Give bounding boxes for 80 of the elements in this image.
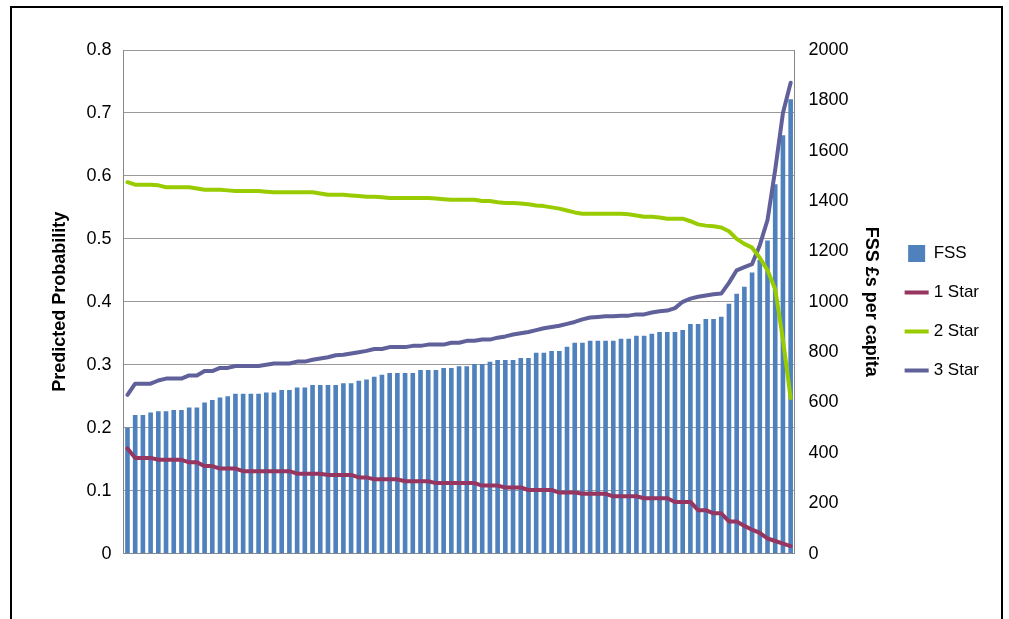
bar bbox=[263, 392, 269, 554]
bar bbox=[664, 332, 670, 554]
bar bbox=[711, 318, 716, 554]
y-tick-label: 0.3 bbox=[86, 353, 112, 374]
y-tick-label: 0.1 bbox=[86, 479, 112, 500]
bar bbox=[518, 357, 524, 554]
bar bbox=[734, 293, 739, 554]
y2-tick-label: 1000 bbox=[808, 290, 849, 311]
y2-tick-label: 1200 bbox=[808, 240, 849, 261]
legend-label: 2 Star bbox=[933, 321, 980, 341]
bar bbox=[310, 384, 315, 554]
bar bbox=[148, 412, 153, 554]
y2-axis-title: FSS £s per capita bbox=[862, 226, 883, 378]
bar bbox=[718, 316, 724, 554]
bar bbox=[425, 370, 431, 554]
bar bbox=[572, 342, 578, 554]
bar bbox=[688, 323, 693, 554]
y-tick-label: 0.6 bbox=[86, 164, 112, 185]
bar bbox=[549, 350, 554, 554]
bar bbox=[132, 415, 138, 554]
y-tick-label: 0.7 bbox=[86, 101, 112, 122]
bar bbox=[603, 340, 608, 554]
y2-tick-label: 600 bbox=[808, 391, 839, 412]
bar bbox=[449, 368, 454, 554]
bar bbox=[341, 383, 346, 554]
bar bbox=[209, 400, 215, 554]
bar bbox=[225, 396, 231, 554]
y-tick-label: 0.2 bbox=[86, 416, 112, 437]
y2-tick-label: 1600 bbox=[808, 139, 849, 160]
bar bbox=[680, 330, 685, 554]
bar bbox=[256, 393, 261, 554]
bar bbox=[634, 335, 639, 554]
bar bbox=[395, 373, 400, 554]
y2-tick-label: 1800 bbox=[808, 89, 849, 110]
bar bbox=[464, 366, 470, 554]
bar bbox=[765, 240, 770, 554]
bar bbox=[580, 342, 585, 554]
bar bbox=[657, 332, 662, 554]
bar bbox=[171, 410, 177, 554]
bar bbox=[371, 376, 377, 554]
bar bbox=[410, 373, 416, 554]
legend-label: 1 Star bbox=[933, 282, 980, 302]
bar bbox=[557, 350, 562, 554]
bar bbox=[479, 364, 485, 554]
bar bbox=[418, 370, 423, 554]
y2-tick-label: 400 bbox=[808, 441, 839, 462]
bar bbox=[526, 357, 531, 554]
bar bbox=[472, 364, 477, 554]
bar bbox=[626, 338, 632, 554]
bar bbox=[788, 99, 793, 554]
bar bbox=[387, 373, 392, 554]
bar bbox=[503, 359, 508, 554]
y-tick-label: 0.4 bbox=[86, 290, 112, 311]
y-tick-label: 0 bbox=[101, 542, 112, 563]
y2-tick-label: 2000 bbox=[808, 38, 849, 59]
bar bbox=[742, 286, 747, 554]
bar bbox=[317, 384, 323, 554]
bar bbox=[333, 384, 338, 554]
bar bbox=[441, 368, 446, 554]
bar bbox=[495, 359, 500, 554]
legend-label: FSS bbox=[933, 243, 967, 263]
bar bbox=[279, 389, 285, 554]
y-tick-label: 0.5 bbox=[86, 227, 112, 248]
bar bbox=[364, 379, 369, 554]
y-axis-title: Predicted Probability bbox=[48, 211, 69, 392]
bar bbox=[610, 340, 616, 554]
y2-tick-label: 1400 bbox=[808, 190, 849, 211]
y2-tick-label: 200 bbox=[808, 492, 839, 513]
y-tick-label: 0.8 bbox=[86, 38, 112, 59]
legend-label: 3 Star bbox=[933, 360, 980, 380]
bar bbox=[233, 393, 238, 554]
bar bbox=[179, 410, 184, 554]
bar bbox=[202, 402, 207, 554]
bar bbox=[125, 427, 130, 554]
bar bbox=[772, 184, 778, 554]
bar bbox=[287, 389, 292, 554]
bar bbox=[156, 411, 161, 554]
bar bbox=[757, 259, 763, 554]
y2-tick-label: 800 bbox=[808, 341, 839, 362]
y2-tick-label: 0 bbox=[808, 542, 819, 563]
